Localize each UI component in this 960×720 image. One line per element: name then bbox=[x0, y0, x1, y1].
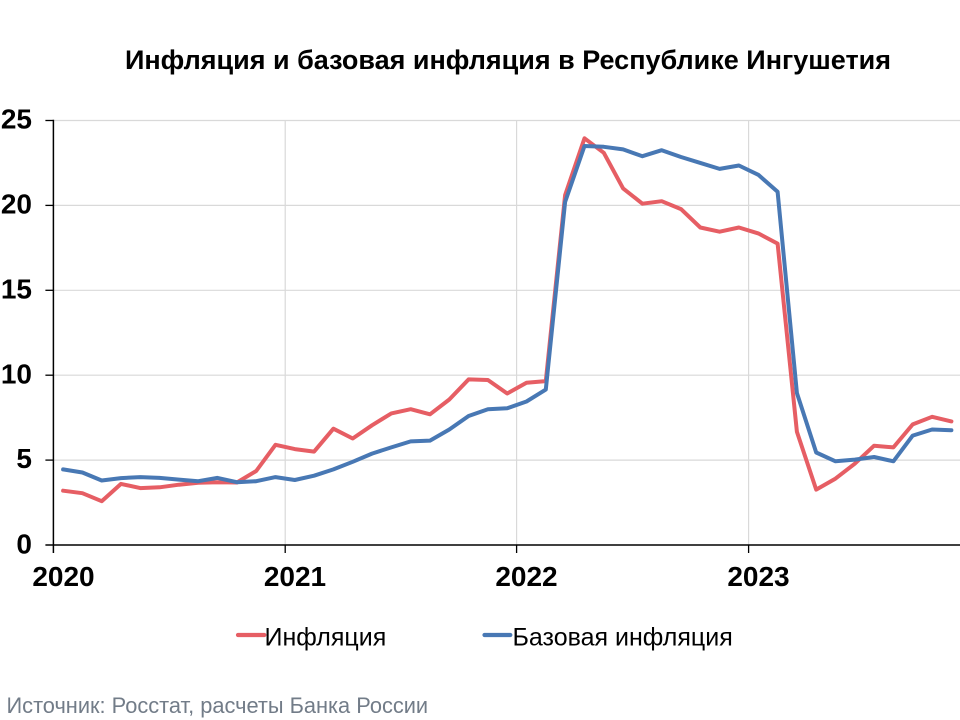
svg-text:20: 20 bbox=[1, 189, 32, 220]
svg-text:2022: 2022 bbox=[495, 561, 557, 592]
svg-text:15: 15 bbox=[1, 273, 32, 304]
svg-text:Инфляция и базовая инфляция в: Инфляция и базовая инфляция в Республике… bbox=[125, 45, 891, 75]
svg-text:2023: 2023 bbox=[727, 561, 789, 592]
svg-text:Базовая инфляция: Базовая инфляция bbox=[513, 624, 733, 652]
svg-text:25: 25 bbox=[1, 104, 32, 135]
svg-text:2020: 2020 bbox=[32, 561, 94, 592]
svg-text:10: 10 bbox=[1, 358, 32, 389]
svg-text:0: 0 bbox=[16, 528, 32, 559]
svg-text:Источник: Росстат, расчеты Бан: Источник: Росстат, расчеты Банка России bbox=[7, 693, 429, 718]
svg-text:2021: 2021 bbox=[264, 561, 326, 592]
svg-text:5: 5 bbox=[16, 443, 32, 474]
svg-text:Инфляция: Инфляция bbox=[265, 624, 387, 652]
